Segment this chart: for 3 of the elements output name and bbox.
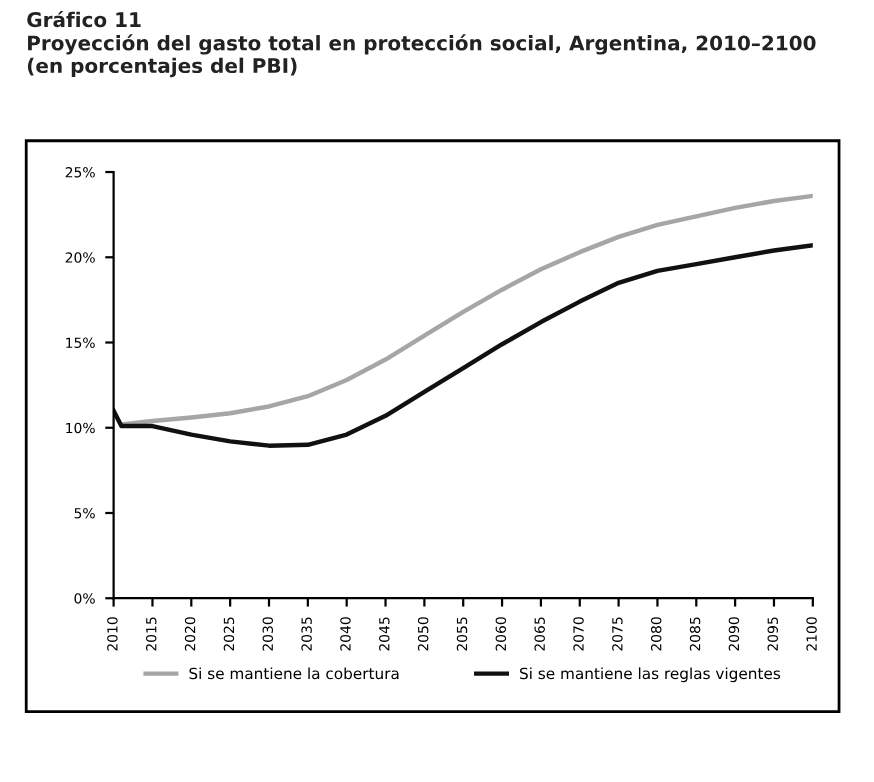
chart-title: Gráfico 11 Proyección del gasto total en protección social, Argentina, 2010–2100 (en porcentajes del PBI) — [27, 10, 816, 78]
line-series — [119, 193, 813, 427]
line-series — [113, 243, 813, 448]
